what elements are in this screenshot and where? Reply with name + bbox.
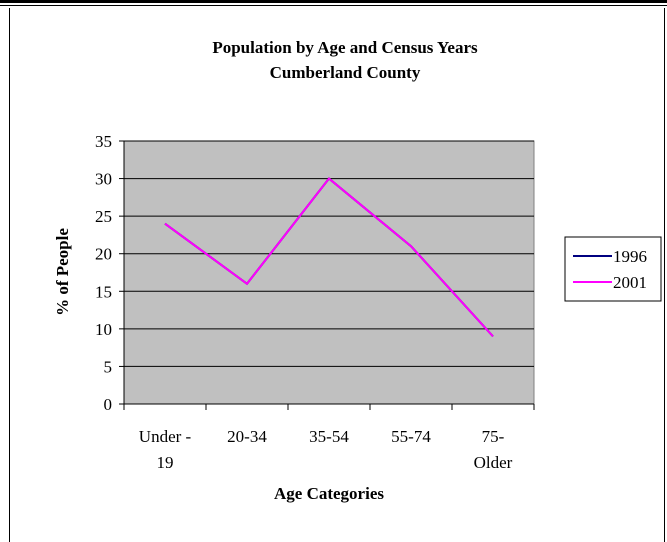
x-tick-label-4-1: Older (474, 453, 513, 472)
top-border-thin (0, 5, 667, 6)
y-tick-label-10: 10 (95, 320, 112, 339)
x-tick-label-4-0: 75- (482, 427, 505, 446)
y-axis-label: % of People (53, 228, 72, 316)
series-line-2001 (164, 177, 494, 338)
x-tick-label-0-0: Under - (139, 427, 192, 446)
y-tick-label-15: 15 (95, 282, 112, 301)
x-tick-label-1-0: 20-34 (227, 427, 267, 446)
y-tick-label-30: 30 (95, 170, 112, 189)
top-border (0, 0, 667, 3)
plot-area: 0 5 10 15 20 25 30 35 Under - 19 20-34 35-54 55-74 75… (95, 132, 535, 472)
chart-subtitle: Cumberland County (270, 63, 421, 82)
left-border (9, 8, 10, 542)
right-border (664, 8, 665, 542)
legend-label-1996: 1996 (613, 247, 647, 266)
y-tick-label-0: 0 (104, 395, 113, 414)
legend-label-2001: 2001 (613, 273, 647, 292)
y-tick-label-35: 35 (95, 132, 112, 151)
legend: 1996 2001 (564, 236, 662, 302)
y-tick-label-20: 20 (95, 245, 112, 264)
x-axis-label: Age Categories (274, 484, 384, 503)
y-tick-label-25: 25 (95, 207, 112, 226)
legend-box (564, 236, 662, 302)
plot-background (123, 140, 535, 405)
x-tick-label-0-1: 19 (157, 453, 174, 472)
x-tick-label-3-0: 55-74 (391, 427, 431, 446)
y-tick-label-5: 5 (104, 357, 113, 376)
x-tick-label-2-0: 35-54 (309, 427, 349, 446)
chart-title: Population by Age and Census Years (212, 38, 478, 57)
